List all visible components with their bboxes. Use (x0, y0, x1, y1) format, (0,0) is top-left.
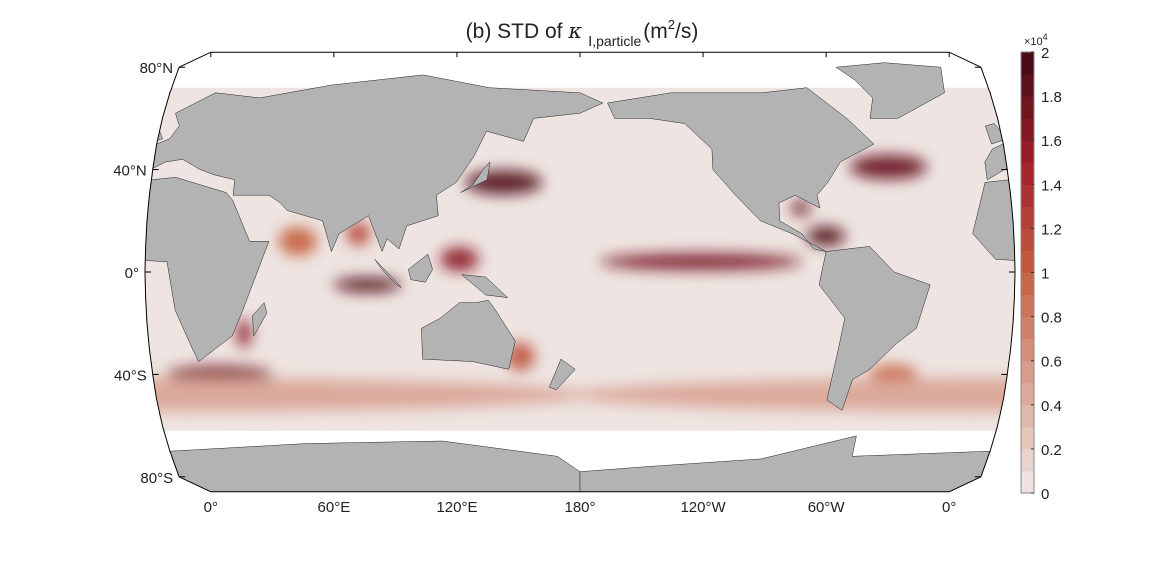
lon-tick-label: 120°E (436, 499, 477, 516)
hotspot (1101, 319, 1115, 348)
chart-title: (b) STD of κ Ⅰ,particle(m2/s) (466, 17, 699, 49)
hotspot (440, 247, 479, 272)
colorbar-multiplier: ×104 (1024, 32, 1048, 48)
land-madagascar (1117, 303, 1134, 336)
colorbar-level (1021, 206, 1034, 229)
land-newguinea (460, 274, 509, 298)
colorbar-tick-label: 1.8 (1041, 89, 1062, 106)
colorbar-tick-label: 1.4 (1041, 177, 1062, 194)
hotspot (1147, 227, 1164, 256)
colorbar-tick-label: 0.8 (1041, 310, 1062, 327)
hotspot (0, 155, 73, 179)
lat-tick-label: 40°S (114, 367, 147, 384)
land-eurasia (145, 74, 604, 253)
latitude-ticks: 80°N 40°N 0° 40°S 80°S (113, 60, 1015, 487)
colorbar-tick-label: 2 (1041, 45, 1049, 62)
colorbar-tick-label: 1.6 (1041, 133, 1062, 150)
land-samerica (818, 246, 931, 411)
lat-tick-label: 0° (125, 265, 139, 282)
colorbar-level (1021, 52, 1034, 75)
colorbar-level (1021, 74, 1034, 97)
colorbar-level (1021, 140, 1034, 163)
colorbar-level (1021, 96, 1034, 119)
colorbar-level (1021, 338, 1034, 362)
land-newzealand (548, 358, 576, 391)
land-australia (421, 299, 516, 370)
hotspot (849, 155, 927, 180)
land-samerica (0, 246, 61, 410)
colorbar-tick-label: 0.6 (1041, 354, 1062, 371)
lon-tick-label: 0° (204, 499, 218, 516)
hotspot (599, 253, 802, 271)
lon-tick-label: 0° (942, 499, 956, 516)
hotspot (15, 365, 63, 384)
hotspot (333, 277, 402, 293)
colorbar-level (1021, 360, 1034, 384)
colorbar-tick-label: 0.4 (1041, 398, 1062, 415)
colorbar-level (1021, 404, 1034, 428)
hotspot (346, 221, 371, 246)
lon-tick-label: 60°E (318, 499, 351, 516)
colorbar-level (1021, 228, 1034, 251)
colorbar-level (1021, 426, 1034, 450)
hotspot (791, 200, 811, 216)
land-namerica (607, 87, 875, 252)
map-frame (144, 51, 1016, 493)
longitude-ticks: 0° 60°E 120°E 180° 120°W 60°W 0° (204, 52, 956, 516)
colorbar-tick-label: 0.2 (1041, 442, 1062, 459)
lat-tick-label: 80°S (140, 470, 173, 487)
colorbar-level (1021, 184, 1034, 207)
colorbar-level (1021, 250, 1034, 273)
lat-tick-label: 40°N (113, 163, 147, 180)
hotspot (278, 226, 318, 256)
colorbar-tick-label: 1.2 (1041, 221, 1062, 238)
hotspot (1021, 366, 1127, 383)
hotspot (806, 226, 846, 246)
colorbar: 0 0.2 0.4 0.6 0.8 1 1.2 1.4 1.6 1.8 2 (1020, 45, 1062, 503)
colorbar-level (1021, 162, 1034, 185)
lat-tick-label: 80°N (140, 60, 174, 77)
land-borneo (408, 253, 433, 283)
lon-tick-label: 60°W (808, 499, 846, 516)
land-sumatra (374, 259, 402, 288)
colorbar-level (1021, 272, 1034, 296)
land-namerica (0, 88, 27, 252)
lon-tick-label: 120°W (680, 499, 726, 516)
lon-tick-label: 180° (564, 499, 595, 516)
colorbar-tick-label: 1 (1041, 266, 1049, 283)
colorbar-level (1021, 118, 1034, 141)
land-japan (460, 161, 491, 193)
colorbar-tick-label: 0 (1041, 486, 1049, 503)
land-uk (984, 123, 1008, 145)
hotspot (236, 319, 252, 348)
land-greenland (835, 62, 945, 119)
land-madagascar (252, 302, 268, 337)
colorbar-level (1021, 382, 1034, 406)
colorbar-level (1021, 448, 1034, 472)
land-greenland (34, 63, 139, 119)
colorbar-level (1021, 470, 1034, 494)
colorbar-level (1021, 294, 1034, 318)
colorbar-level (1021, 316, 1034, 340)
